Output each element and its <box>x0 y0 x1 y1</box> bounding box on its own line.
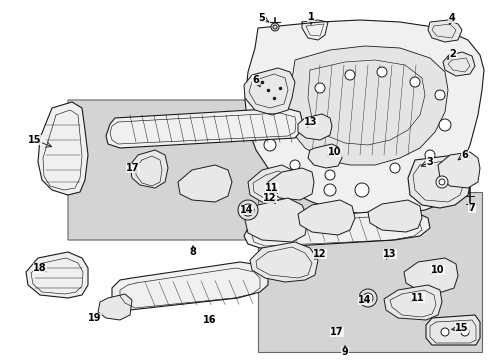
Text: 18: 18 <box>33 263 47 273</box>
Polygon shape <box>244 210 429 248</box>
Polygon shape <box>178 165 231 202</box>
Polygon shape <box>258 192 481 352</box>
Circle shape <box>270 23 279 31</box>
Circle shape <box>242 204 253 216</box>
Circle shape <box>325 170 334 180</box>
Circle shape <box>438 119 450 131</box>
Circle shape <box>435 176 447 188</box>
Polygon shape <box>267 168 313 200</box>
Circle shape <box>354 183 368 197</box>
Text: 8: 8 <box>189 247 196 257</box>
Circle shape <box>238 200 258 220</box>
Circle shape <box>358 289 376 307</box>
Polygon shape <box>425 315 479 345</box>
Circle shape <box>409 77 419 87</box>
Text: 19: 19 <box>88 313 102 323</box>
Circle shape <box>440 328 448 336</box>
Text: 4: 4 <box>447 13 454 23</box>
Circle shape <box>424 150 434 160</box>
Text: 14: 14 <box>240 205 253 215</box>
Text: 12: 12 <box>313 249 326 259</box>
Circle shape <box>263 110 272 120</box>
Polygon shape <box>244 198 307 242</box>
Text: 11: 11 <box>264 183 278 193</box>
Text: 9: 9 <box>341 347 347 357</box>
Circle shape <box>376 67 386 77</box>
Text: 17: 17 <box>329 327 343 337</box>
Polygon shape <box>98 294 132 320</box>
Text: 15: 15 <box>454 323 468 333</box>
Text: 15: 15 <box>28 135 41 145</box>
Polygon shape <box>26 252 88 298</box>
Polygon shape <box>249 242 317 282</box>
Text: 14: 14 <box>358 295 371 305</box>
Polygon shape <box>112 262 267 310</box>
Circle shape <box>324 184 335 196</box>
Polygon shape <box>297 200 354 235</box>
Polygon shape <box>442 52 474 76</box>
Text: 6: 6 <box>252 75 259 85</box>
Text: 2: 2 <box>448 49 455 59</box>
Circle shape <box>264 139 275 151</box>
Polygon shape <box>287 46 447 165</box>
Circle shape <box>345 70 354 80</box>
Text: 3: 3 <box>426 157 432 167</box>
Polygon shape <box>130 150 168 188</box>
Polygon shape <box>247 165 294 205</box>
Text: 17: 17 <box>126 163 140 173</box>
Text: 10: 10 <box>430 265 444 275</box>
Text: 13: 13 <box>304 117 317 127</box>
Polygon shape <box>367 200 421 232</box>
Text: 16: 16 <box>203 315 216 325</box>
Circle shape <box>314 83 325 93</box>
Polygon shape <box>68 100 334 240</box>
Text: 1: 1 <box>307 12 314 22</box>
Text: 5: 5 <box>258 13 265 23</box>
Polygon shape <box>106 108 302 148</box>
Circle shape <box>362 293 372 303</box>
Circle shape <box>434 90 444 100</box>
Text: 13: 13 <box>383 249 396 259</box>
Text: 12: 12 <box>263 193 276 203</box>
Polygon shape <box>38 102 88 195</box>
Text: 6: 6 <box>461 150 468 160</box>
Polygon shape <box>307 144 341 168</box>
Polygon shape <box>383 285 441 320</box>
Polygon shape <box>427 20 461 42</box>
Text: 7: 7 <box>468 203 474 213</box>
Circle shape <box>389 163 399 173</box>
Polygon shape <box>244 68 294 115</box>
Polygon shape <box>297 114 331 140</box>
Polygon shape <box>437 152 479 188</box>
Polygon shape <box>403 258 457 292</box>
Text: 11: 11 <box>410 293 424 303</box>
Circle shape <box>460 328 468 336</box>
Circle shape <box>289 160 299 170</box>
Polygon shape <box>407 155 471 208</box>
Text: 10: 10 <box>327 147 341 157</box>
Polygon shape <box>244 20 483 215</box>
